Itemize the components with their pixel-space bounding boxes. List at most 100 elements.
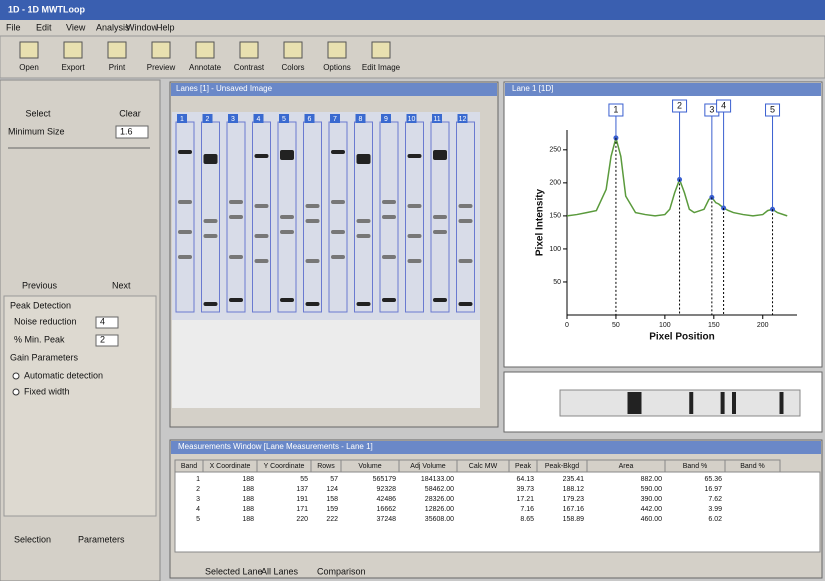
table-cell: 4: [196, 506, 200, 513]
toolbar-label[interactable]: Colors: [281, 63, 304, 72]
column-header-label[interactable]: Volume: [358, 463, 381, 470]
lane-label: 9: [384, 116, 388, 123]
input-value[interactable]: 1.6: [120, 126, 133, 136]
lane-label: 4: [257, 116, 261, 123]
lane-label: 12: [459, 116, 467, 123]
band: [408, 204, 422, 208]
tab[interactable]: Comparison: [317, 566, 366, 576]
toolbar-icon[interactable]: [372, 42, 390, 58]
toolbar-icon[interactable]: [196, 42, 214, 58]
label[interactable]: Automatic detection: [24, 370, 103, 380]
gel-empty: [172, 320, 480, 408]
column-header-label[interactable]: Calc MW: [469, 463, 498, 470]
column-header-label[interactable]: Band: [181, 463, 197, 470]
table-cell: 188: [242, 476, 254, 483]
column-header-label[interactable]: Band %: [683, 463, 708, 470]
table-cell: 7.16: [520, 506, 534, 513]
window-title: 1D - 1D MWTLoop: [8, 4, 85, 14]
band: [331, 200, 345, 204]
input-value[interactable]: 4: [100, 316, 105, 326]
band: [255, 259, 269, 263]
table-cell: 7.62: [708, 496, 722, 503]
strip-band: [721, 392, 725, 414]
button-label[interactable]: Clear: [119, 108, 141, 118]
column-header-label[interactable]: Y Coordinate: [264, 463, 305, 470]
menu-item[interactable]: Help: [156, 22, 175, 32]
table-cell: 42486: [377, 496, 397, 503]
table-cell: 171: [296, 506, 308, 513]
group-box: [4, 296, 156, 516]
toolbar-icon[interactable]: [284, 42, 302, 58]
x-tick-label: 150: [708, 322, 720, 329]
label[interactable]: Fixed width: [24, 386, 70, 396]
button-label[interactable]: Next: [112, 280, 131, 290]
toolbar-icon[interactable]: [20, 42, 38, 58]
toolbar-label[interactable]: Edit Image: [362, 63, 401, 72]
table-cell: 55: [300, 476, 308, 483]
toolbar-icon[interactable]: [108, 42, 126, 58]
toolbar-label[interactable]: Preview: [147, 63, 176, 72]
column-header-label[interactable]: Adj Volume: [410, 463, 446, 470]
band: [357, 234, 371, 238]
toolbar-label[interactable]: Print: [109, 63, 126, 72]
tab[interactable]: Parameters: [78, 534, 125, 544]
x-tick-label: 50: [612, 322, 620, 329]
band: [229, 200, 243, 204]
toolbar-label[interactable]: Contrast: [234, 63, 265, 72]
band: [357, 219, 371, 223]
band: [433, 150, 447, 160]
y-tick-label: 200: [549, 180, 561, 187]
column-header-label[interactable]: Rows: [317, 463, 335, 470]
tab[interactable]: Selected Lane: [205, 566, 263, 576]
button-label[interactable]: Select: [25, 108, 51, 118]
table-cell: 35608.00: [425, 516, 454, 523]
toolbar-label[interactable]: Open: [19, 63, 39, 72]
toolbar-icon[interactable]: [152, 42, 170, 58]
tab[interactable]: All Lanes: [261, 566, 299, 576]
band: [204, 302, 218, 306]
table-cell: 12826.00: [425, 506, 454, 513]
band: [306, 219, 320, 223]
menu-item[interactable]: Analysis: [96, 22, 130, 32]
column-header-label[interactable]: X Coordinate: [210, 463, 251, 470]
lane-label: 7: [333, 116, 337, 123]
table-cell: 8.65: [520, 516, 534, 523]
input-value[interactable]: 2: [100, 334, 105, 344]
toolbar-label[interactable]: Annotate: [189, 63, 222, 72]
y-tick-label: 100: [549, 246, 561, 253]
table-cell: 3.99: [708, 506, 722, 513]
toolbar-label[interactable]: Export: [61, 63, 85, 72]
window-title: Lanes [1] - Unsaved Image: [176, 84, 273, 93]
column-header-label[interactable]: Peak: [515, 463, 531, 470]
y-tick-label: 250: [549, 147, 561, 154]
column-header-label[interactable]: Peak-Bkgd: [545, 463, 579, 470]
table-cell: 188: [242, 486, 254, 493]
table-cell: 390.00: [641, 496, 663, 503]
toolbar-icon[interactable]: [240, 42, 258, 58]
lane-label: 2: [206, 116, 210, 123]
strip-band: [732, 392, 736, 414]
label: Noise reduction: [14, 316, 77, 326]
radio[interactable]: [13, 373, 19, 379]
table-cell: 235.41: [563, 476, 585, 483]
toolbar-label[interactable]: Options: [323, 63, 351, 72]
button-label[interactable]: Previous: [22, 280, 58, 290]
tab[interactable]: Selection: [14, 534, 51, 544]
toolbar-icon[interactable]: [328, 42, 346, 58]
band: [408, 154, 422, 158]
column-header-label[interactable]: Band %: [740, 463, 765, 470]
radio[interactable]: [13, 389, 19, 395]
menu-item[interactable]: Edit: [36, 22, 52, 32]
menu-item[interactable]: Window: [126, 22, 159, 32]
band: [306, 204, 320, 208]
peak-label: 5: [770, 104, 775, 114]
band: [433, 215, 447, 219]
table-cell: 28326.00: [425, 496, 454, 503]
table-cell: 158: [326, 496, 338, 503]
column-header-label[interactable]: Area: [619, 463, 634, 470]
menu-item[interactable]: File: [6, 22, 21, 32]
label: Peak Detection: [10, 300, 71, 310]
table-cell: 590.00: [641, 486, 663, 493]
toolbar-icon[interactable]: [64, 42, 82, 58]
menu-item[interactable]: View: [66, 22, 86, 32]
